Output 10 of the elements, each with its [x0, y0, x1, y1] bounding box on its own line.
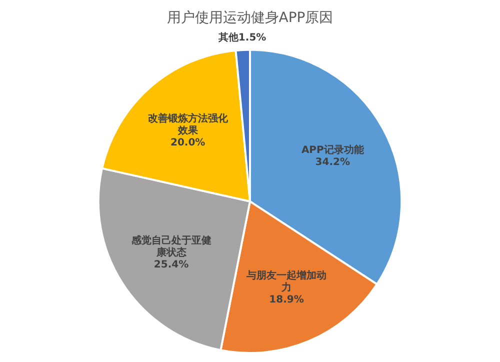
- data-label: 18.9%: [269, 294, 304, 306]
- slice-label: APP记录功能: [301, 144, 365, 156]
- chart-title: 用户使用运动健身APP原因: [166, 10, 334, 26]
- data-label: 20.0%: [170, 137, 206, 148]
- data-label: 25.4%: [154, 259, 189, 270]
- data-label: 34.2%: [315, 157, 350, 168]
- slice-label: 与朋友一起增加动力: [246, 270, 327, 294]
- slice-label: 改善锻炼方法强化效果: [148, 112, 229, 136]
- slice-label: 感觉自己处于亚健康状态: [130, 234, 212, 258]
- slice-label: 其他1.5%: [217, 32, 266, 44]
